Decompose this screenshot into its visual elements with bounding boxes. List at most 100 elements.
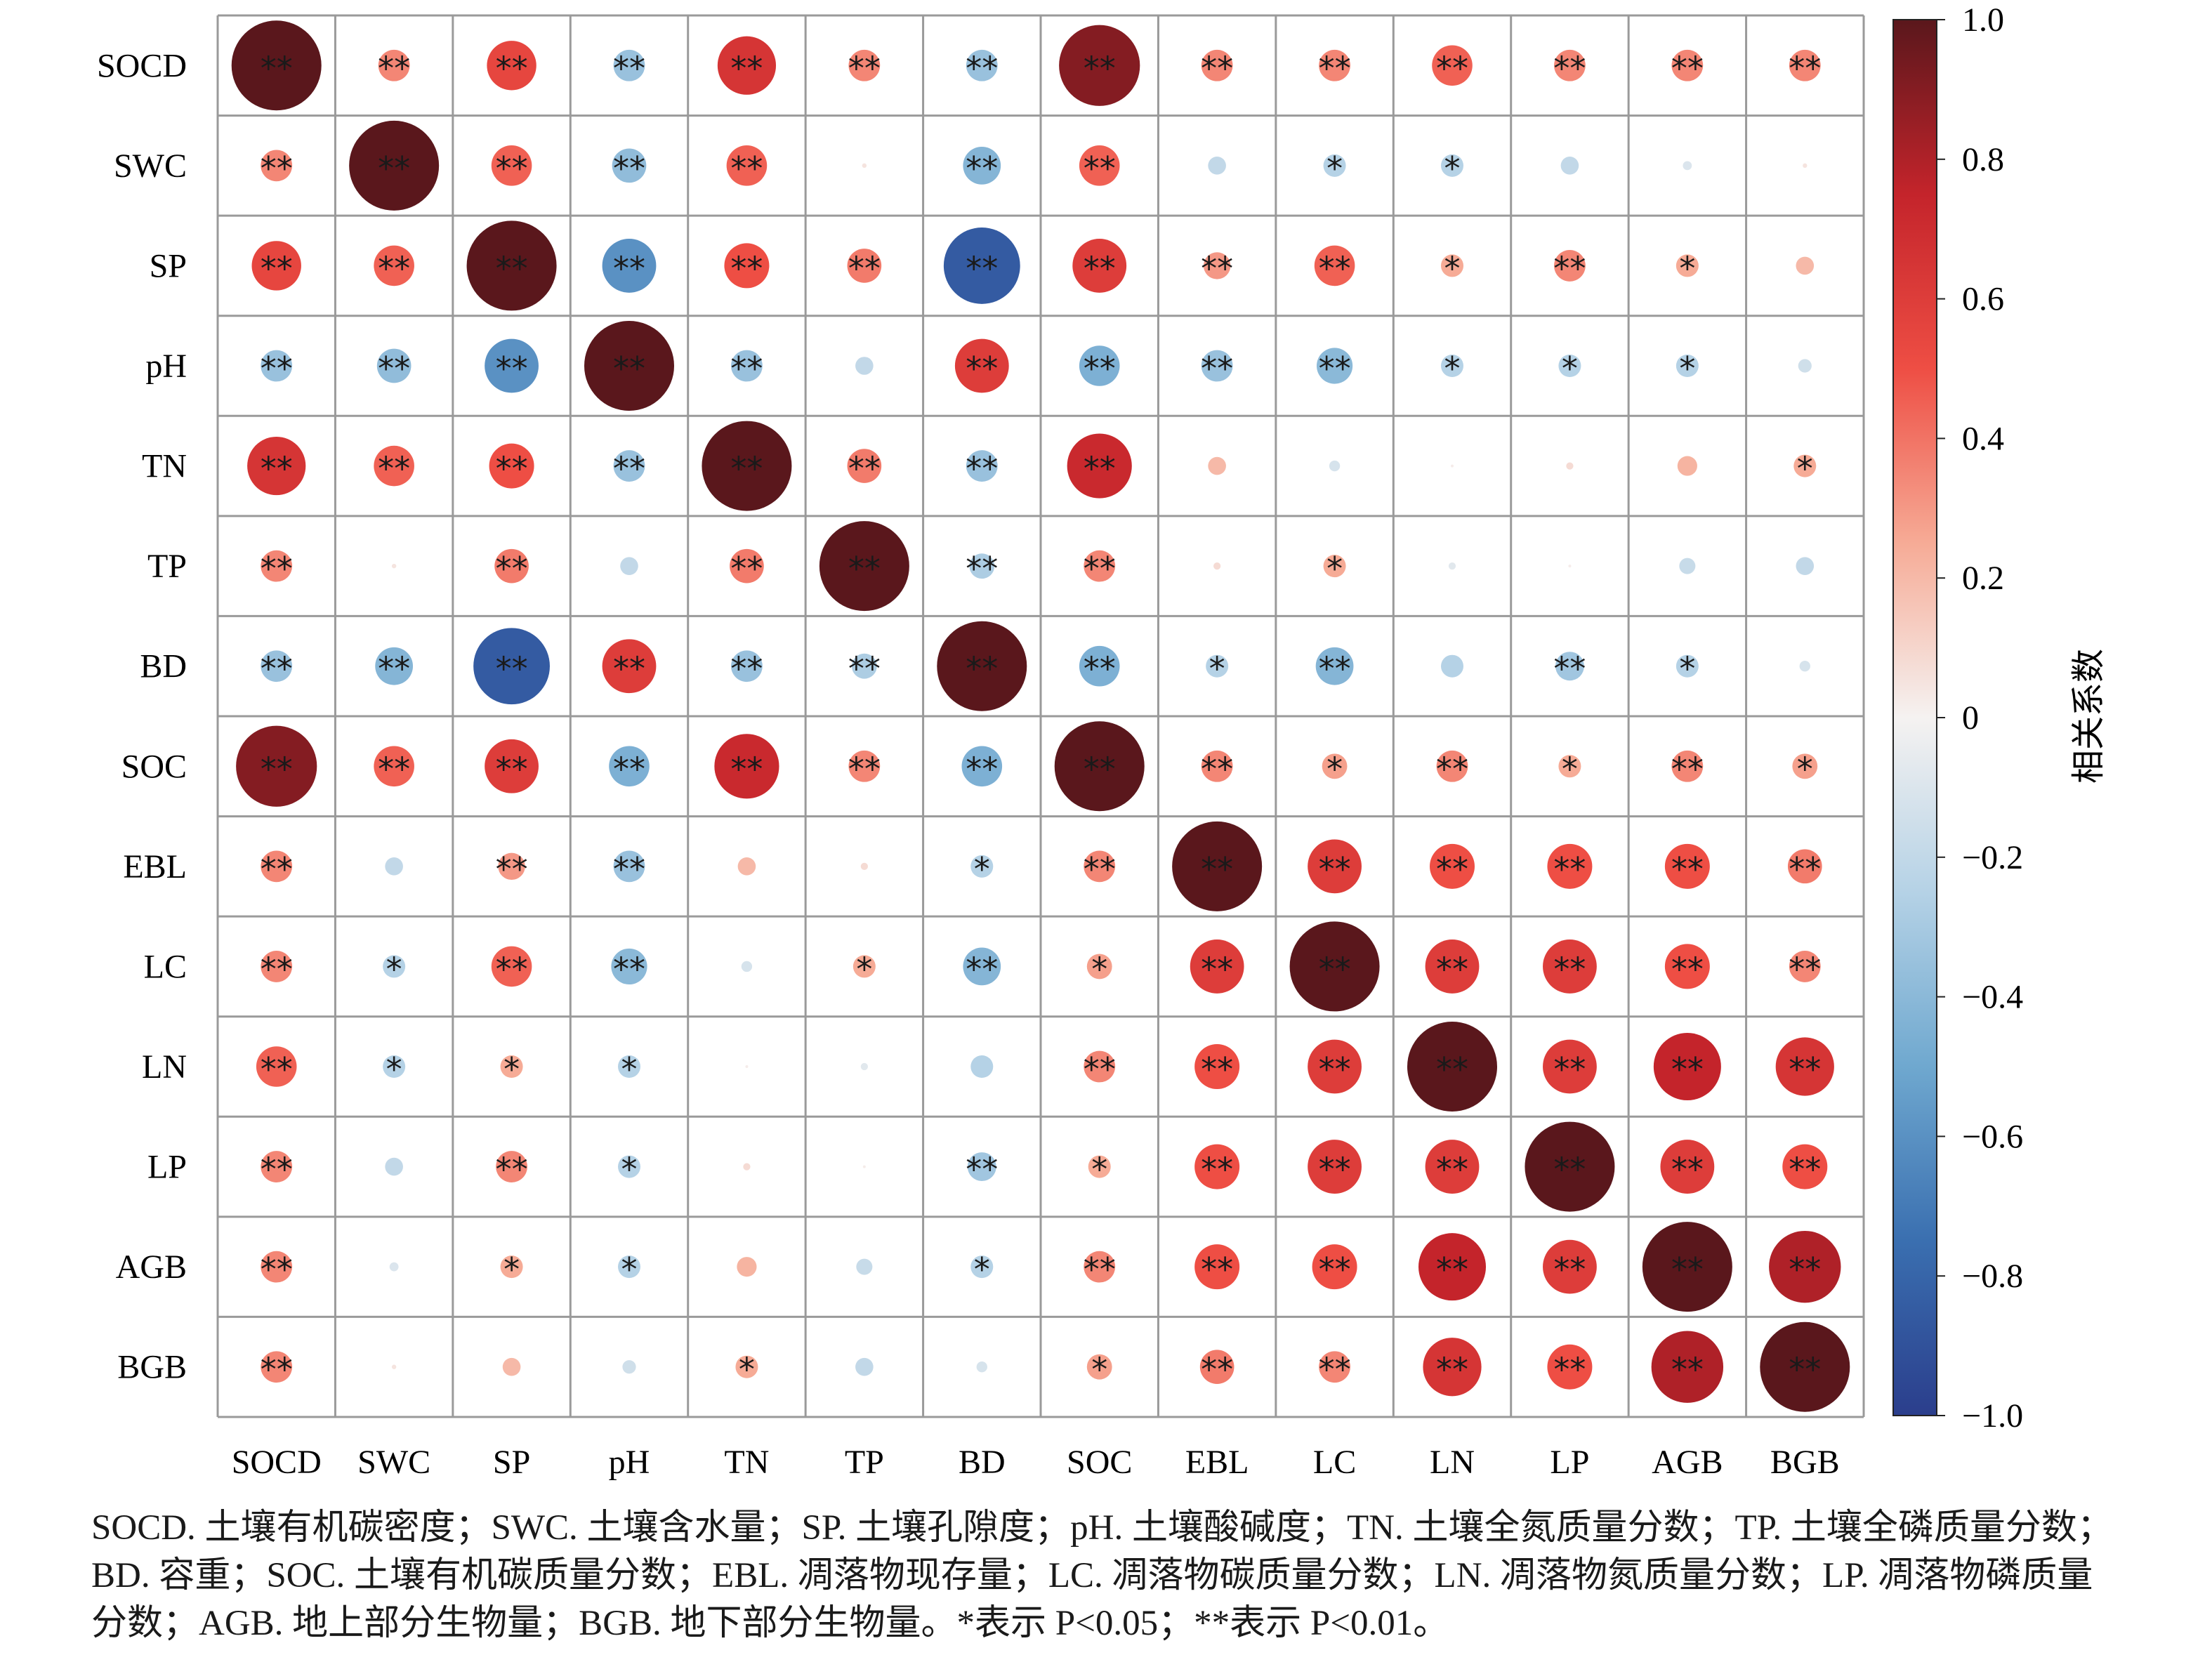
correlation-circle — [391, 1364, 397, 1369]
significance-mark: ** — [1671, 1351, 1704, 1389]
colorbar-tick-label: −0.4 — [1962, 979, 2023, 1016]
significance-mark: ** — [261, 450, 293, 488]
column-label: LP — [1550, 1444, 1589, 1481]
significance-mark: * — [1091, 1151, 1107, 1189]
correlation-circle — [261, 1151, 293, 1182]
significance-mark: ** — [261, 750, 293, 788]
correlation-circle — [1084, 1050, 1116, 1083]
correlation-circle — [256, 1046, 297, 1087]
correlation-circle — [1555, 652, 1584, 681]
correlation-circle — [1793, 454, 1817, 477]
correlation-circle — [491, 946, 532, 987]
correlation-circle — [1642, 1222, 1732, 1312]
column-label: EBL — [1185, 1444, 1249, 1481]
significance-mark: * — [621, 1251, 638, 1288]
correlation-circle — [1084, 550, 1116, 582]
correlation-circle — [1543, 1239, 1597, 1294]
correlation-circle — [735, 1355, 758, 1378]
correlation-circle — [1203, 252, 1231, 279]
significance-mark: * — [503, 1251, 520, 1288]
significance-mark: ** — [730, 249, 763, 287]
colorbar-tick-label: −0.6 — [1962, 1118, 2023, 1155]
significance-mark: ** — [378, 450, 410, 488]
significance-mark: ** — [730, 150, 763, 187]
correlation-circle — [731, 350, 763, 382]
correlation-circle — [1308, 1140, 1362, 1194]
correlation-circle — [1677, 456, 1697, 476]
significance-mark: ** — [613, 450, 645, 488]
correlation-circle — [1683, 161, 1692, 171]
significance-mark: * — [1444, 350, 1461, 388]
correlation-circle — [1799, 661, 1810, 672]
correlation-circle — [1789, 951, 1821, 982]
correlation-circle — [1660, 1140, 1715, 1194]
column-label: AGB — [1652, 1444, 1723, 1481]
correlation-circle — [378, 49, 410, 81]
correlation-circle — [969, 553, 995, 579]
correlation-circle — [1194, 1244, 1240, 1290]
significance-mark: ** — [1084, 249, 1116, 287]
correlation-circle — [1796, 557, 1815, 575]
correlation-circle — [1676, 254, 1699, 277]
significance-mark: ** — [1671, 49, 1704, 87]
colorbar-tick-label: −1.0 — [1962, 1397, 2023, 1435]
correlation-circle — [1072, 239, 1127, 293]
correlation-circle — [383, 1055, 406, 1078]
significance-mark: ** — [1319, 1251, 1351, 1288]
correlation-circle — [961, 746, 1003, 787]
significance-mark: ** — [1084, 1050, 1116, 1088]
correlation-circle — [1315, 647, 1354, 685]
significance-mark: ** — [1436, 850, 1468, 888]
significance-mark: ** — [1201, 750, 1233, 788]
correlation-circle — [737, 1257, 757, 1277]
correlation-circle — [1086, 1354, 1112, 1380]
correlation-circle — [611, 948, 647, 985]
column-label: LN — [1430, 1444, 1475, 1481]
correlation-circle — [236, 725, 317, 807]
significance-mark: ** — [378, 350, 410, 388]
correlation-circle — [862, 163, 867, 169]
correlation-circle — [745, 1065, 749, 1068]
significance-mark: ** — [613, 150, 645, 187]
correlation-circle — [1194, 1044, 1240, 1089]
correlation-circle — [1323, 555, 1346, 578]
correlation-circle — [1425, 1140, 1480, 1194]
significance-mark: ** — [1671, 950, 1704, 988]
correlation-circle — [1798, 359, 1812, 373]
significance-mark: ** — [1084, 150, 1116, 187]
correlation-circle — [261, 951, 293, 982]
significance-mark: ** — [848, 750, 881, 788]
correlation-circle — [1312, 1244, 1357, 1290]
significance-mark: ** — [378, 249, 410, 287]
correlation-circle — [966, 450, 998, 482]
row-label: LP — [147, 1149, 187, 1186]
correlation-circle — [1796, 256, 1815, 275]
correlation-circle — [1084, 1251, 1116, 1283]
significance-mark: * — [386, 1050, 402, 1088]
correlation-circle — [737, 857, 756, 876]
correlation-circle — [1436, 750, 1468, 782]
correlation-circle — [609, 746, 650, 787]
correlation-circle — [1319, 1351, 1350, 1383]
correlation-circle — [261, 550, 293, 582]
significance-mark: ** — [966, 249, 998, 287]
correlation-circle — [1079, 345, 1120, 386]
correlation-circle — [375, 647, 414, 685]
correlation-circle — [1213, 562, 1221, 570]
significance-mark: ** — [966, 750, 998, 788]
significance-mark: ** — [1436, 49, 1468, 87]
correlation-circle — [612, 148, 647, 183]
correlation-circle — [1308, 839, 1362, 894]
correlation-circle — [1651, 1331, 1724, 1403]
significance-mark: ** — [1084, 350, 1116, 388]
correlation-circle — [851, 653, 877, 679]
significance-mark: ** — [1436, 1351, 1468, 1389]
correlation-circle — [485, 338, 539, 393]
significance-mark: ** — [378, 49, 410, 87]
significance-mark: ** — [1789, 1351, 1821, 1389]
correlation-circle — [261, 850, 293, 883]
significance-mark: ** — [261, 1151, 293, 1189]
significance-mark: * — [974, 850, 990, 888]
significance-mark: ** — [1789, 1151, 1821, 1189]
significance-mark: ** — [1201, 1351, 1233, 1389]
